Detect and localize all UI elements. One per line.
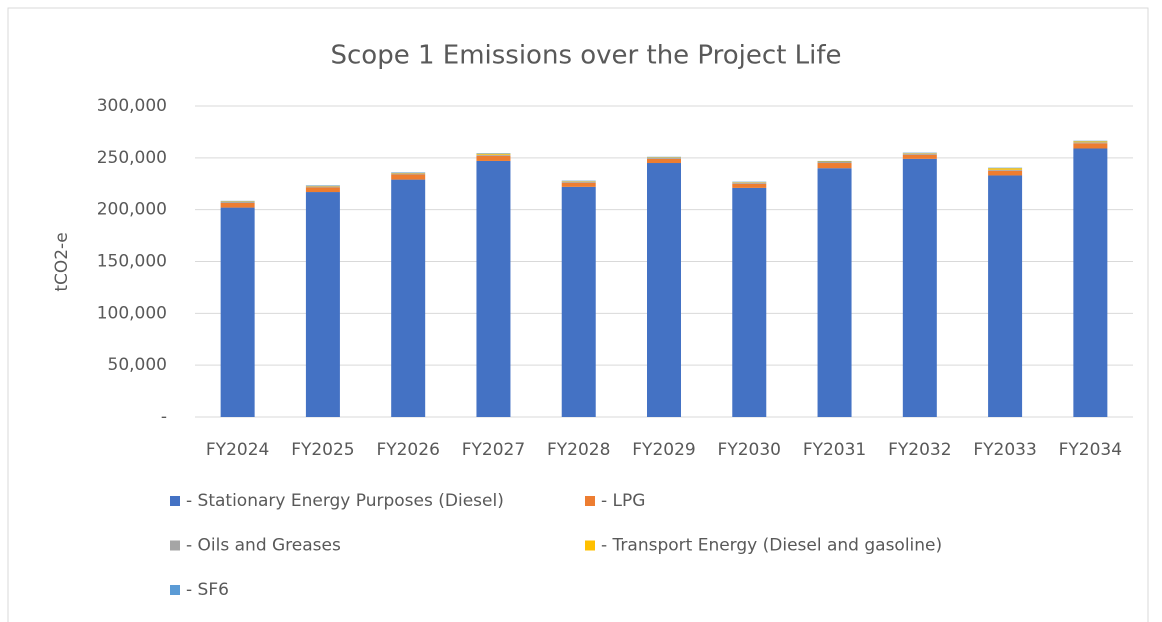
bar-segment (902, 158, 937, 417)
legend-swatch (170, 585, 180, 595)
bar-segment (988, 175, 1023, 417)
bar-segment (817, 168, 852, 417)
bar-segment (476, 153, 511, 155)
bar-segment (476, 160, 511, 417)
chart-title: Scope 1 Emissions over the Project Life (330, 41, 841, 71)
bar-segment (561, 181, 596, 183)
bar-segment (647, 163, 681, 417)
legend-label: - Oils and Greases (186, 536, 341, 556)
bar-segment (647, 157, 681, 158)
legend-label: - SF6 (186, 580, 229, 600)
legend-label: - LPG (601, 491, 645, 511)
bar-segment (1073, 148, 1108, 417)
bar-segment (220, 207, 255, 417)
bar-segment (732, 182, 767, 183)
x-tick-label: FY2025 (291, 440, 354, 460)
bar-segment (476, 153, 511, 154)
y-axis-label: tCO2-e (52, 232, 72, 291)
y-tick-label: 150,000 (97, 252, 167, 272)
bar-segment (220, 201, 255, 203)
bar-segment (732, 183, 767, 188)
legend-label: - Stationary Energy Purposes (Diesel) (186, 491, 504, 511)
y-tick-label: 300,000 (97, 96, 167, 116)
legend-label: - Transport Energy (Diesel and gasoline) (601, 536, 942, 556)
y-tick-label: 250,000 (97, 148, 167, 168)
bar-segment (1073, 143, 1108, 149)
bar-segment (305, 187, 340, 193)
bar-segment (391, 172, 426, 173)
bar-segment (1073, 141, 1108, 143)
bar-segment (817, 161, 852, 164)
bar-segment (988, 169, 1023, 171)
bar-segment (817, 160, 852, 162)
bar-segment (476, 154, 511, 156)
bar-segment (817, 161, 852, 162)
bar-segment (732, 182, 767, 184)
bar-segment (732, 187, 767, 417)
bar-segment (902, 153, 937, 154)
bar-segment (561, 186, 596, 417)
bar-segment (305, 185, 340, 186)
x-tick-label: FY2034 (1059, 440, 1122, 460)
bar-segment (647, 156, 681, 158)
legend-swatch (170, 540, 180, 551)
bar-segment (902, 153, 937, 155)
bar-segment (647, 157, 681, 159)
bar-segment (988, 167, 1023, 169)
legend-swatch (585, 496, 595, 506)
bar-segment (988, 168, 1023, 170)
x-tick-label: FY2024 (206, 440, 269, 460)
bar-segment (305, 186, 340, 188)
x-tick-label: FY2026 (376, 440, 439, 460)
y-tick-label: - (161, 407, 167, 427)
y-tick-label: 100,000 (97, 303, 167, 323)
bar-segment (391, 174, 426, 180)
bar-segment (305, 185, 340, 187)
bar-segment (902, 152, 937, 154)
x-tick-label: FY2028 (547, 440, 610, 460)
x-tick-label: FY2030 (718, 440, 781, 460)
bar-segment (220, 202, 255, 208)
bar-segment (732, 181, 767, 183)
bar-segment (391, 172, 426, 174)
x-tick-label: FY2033 (973, 440, 1036, 460)
bar-segment (988, 170, 1023, 176)
bar-segment (561, 181, 596, 182)
bar-segment (305, 192, 340, 417)
chart-frame (7, 7, 1149, 622)
bar-segment (817, 163, 852, 169)
legend-swatch (585, 540, 595, 551)
bar-segment (391, 173, 426, 175)
bar-segment (561, 180, 596, 182)
x-tick-label: FY2027 (462, 440, 525, 460)
x-tick-label: FY2029 (632, 440, 695, 460)
bar-segment (561, 182, 596, 187)
bar-segment (391, 179, 426, 417)
x-tick-label: FY2031 (803, 440, 866, 460)
bar-segment (1073, 142, 1108, 144)
bar-segment (1073, 140, 1108, 142)
y-tick-label: 50,000 (108, 355, 167, 375)
y-tick-label: 200,000 (97, 200, 167, 220)
bar-segment (220, 201, 255, 202)
legend-swatch (170, 496, 180, 506)
x-tick-label: FY2032 (888, 440, 951, 460)
bar-segment (647, 158, 681, 164)
bar-segment (902, 154, 937, 159)
bar-segment (220, 200, 255, 202)
bar-segment (476, 155, 511, 161)
